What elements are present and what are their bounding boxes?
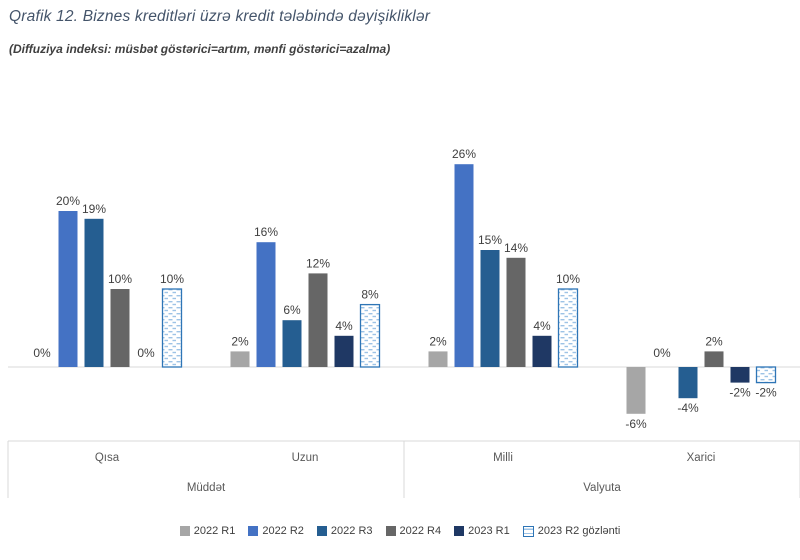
- chart-title: Qrafik 12. Biznes kreditləri üzrə kredit…: [9, 8, 431, 25]
- bar-2022-R1-Xarici: [626, 367, 646, 414]
- bar-2022-R2-Qısa: [58, 211, 78, 367]
- bar-2022-R3-Milli: [480, 250, 500, 367]
- legend-label-2: 2022 R2: [262, 525, 304, 537]
- bar-2023-R1-Milli: [532, 335, 552, 367]
- value-label-2022-R3-Xarici: -4%: [677, 401, 699, 415]
- value-label-2022-R2-Milli: 26%: [452, 147, 476, 161]
- category-label-3: Milli: [493, 452, 513, 464]
- legend-label-3: 2022 R3: [330, 525, 373, 537]
- bar-chart: 0% 2% 2% -6% 20% 16% 26% 0% 19% 6% 15% -4% 10% 12% 14%…: [7, 147, 800, 498]
- bar-2022-R4-Qısa: [110, 289, 130, 367]
- value-label-2022-R1-Xarici: -6%: [625, 417, 647, 431]
- value-label-2022-R2-Uzun: 16%: [254, 225, 278, 239]
- value-label-2023-R2-gözlənti-Qısa: 10%: [160, 272, 184, 286]
- bar-2022-R4-Milli: [506, 257, 526, 367]
- bar-2022-R2-Uzun: [256, 242, 276, 367]
- value-label-2022-R3-Qısa: 19%: [82, 202, 106, 216]
- legend-swatch-2: [248, 526, 259, 536]
- bar-2022-R4-Uzun: [308, 273, 328, 367]
- value-label-2022-R4-Xarici: 2%: [705, 334, 723, 348]
- value-label-2023-R2-gözlənti-Uzun: 8%: [361, 288, 379, 302]
- legend-label-5: 2023 R1: [468, 525, 510, 537]
- legend-item-6: 2023 R2 gözlənti: [522, 525, 621, 537]
- bar-2022-R1-Milli: [428, 351, 448, 367]
- chart-subtitle: (Diffuziya indeksi: müsbət göstərici=art…: [9, 42, 391, 56]
- value-label-2023-R1-Xarici: -2%: [729, 386, 751, 400]
- value-label-2023-R2-gözlənti-Milli: 10%: [556, 272, 580, 286]
- legend-item-2: 2022 R2: [248, 525, 304, 537]
- bar-2023-R2-gözlənti-Qısa: [161, 288, 183, 368]
- legend-swatch-5: [454, 526, 465, 536]
- value-label-2022-R3-Milli: 15%: [478, 233, 502, 247]
- bar-2022-R3-Uzun: [282, 320, 302, 367]
- legend-item-1: 2022 R1: [179, 525, 236, 537]
- category-label-1: Qısa: [95, 452, 120, 464]
- bar-2023-R2-gözlənti-Uzun: [359, 303, 381, 368]
- value-label-2022-R2-Xarici: 0%: [653, 346, 671, 360]
- bar-2023-R1-Uzun: [334, 335, 354, 367]
- legend-item-4: 2022 R4: [385, 525, 442, 537]
- legend-swatch-6: [522, 525, 534, 537]
- bar-2023-R2-gözlənti-Xarici: [755, 366, 777, 384]
- value-label-2023-R1-Uzun: 4%: [335, 319, 353, 333]
- legend-label-1: 2022 R1: [193, 525, 236, 537]
- value-label-2022-R2-Qısa: 20%: [56, 194, 80, 208]
- legend-label-4: 2022 R4: [399, 525, 442, 537]
- bar-2022-R3-Qısa: [84, 218, 104, 367]
- legend-label-6: 2023 R2 gözlənti: [537, 525, 621, 537]
- value-label-2022-R1-Milli: 2%: [429, 334, 447, 348]
- category-label-2: Uzun: [292, 452, 319, 464]
- legend-swatch-1: [179, 526, 190, 536]
- legend-item-5: 2023 R1: [454, 525, 510, 537]
- legend-item-3: 2022 R3: [316, 525, 373, 537]
- legend-swatch-4: [385, 526, 396, 536]
- value-label-2022-R4-Uzun: 12%: [306, 256, 330, 270]
- legend-swatch-3: [316, 526, 327, 536]
- bar-2023-R1-Xarici: [730, 367, 750, 383]
- axis-group-label-2: Valyuta: [583, 482, 621, 494]
- value-label-2023-R1-Qısa: 0%: [137, 346, 155, 360]
- bar-2022-R4-Xarici: [704, 351, 724, 367]
- axis-group-label-1: Müddət: [187, 482, 226, 494]
- value-label-2022-R1-Qısa: 0%: [33, 346, 51, 360]
- value-label-2022-R3-Uzun: 6%: [283, 303, 301, 317]
- value-label-2022-R4-Milli: 14%: [504, 241, 528, 255]
- chart-legend: 2022 R1 2022 R2 2022 R3 2022 R4 2023 R1 2023 …: [0, 525, 800, 537]
- bar-2022-R2-Milli: [454, 164, 474, 367]
- value-label-2022-R4-Qısa: 10%: [108, 272, 132, 286]
- bar-2023-R2-gözlənti-Milli: [557, 288, 579, 368]
- value-label-2023-R2-gözlənti-Xarici: -2%: [755, 386, 777, 400]
- category-label-4: Xarici: [687, 452, 716, 464]
- value-label-2023-R1-Milli: 4%: [533, 319, 551, 333]
- value-label-2022-R1-Uzun: 2%: [231, 334, 249, 348]
- bar-2022-R3-Xarici: [678, 367, 698, 399]
- bar-2022-R1-Uzun: [230, 351, 250, 367]
